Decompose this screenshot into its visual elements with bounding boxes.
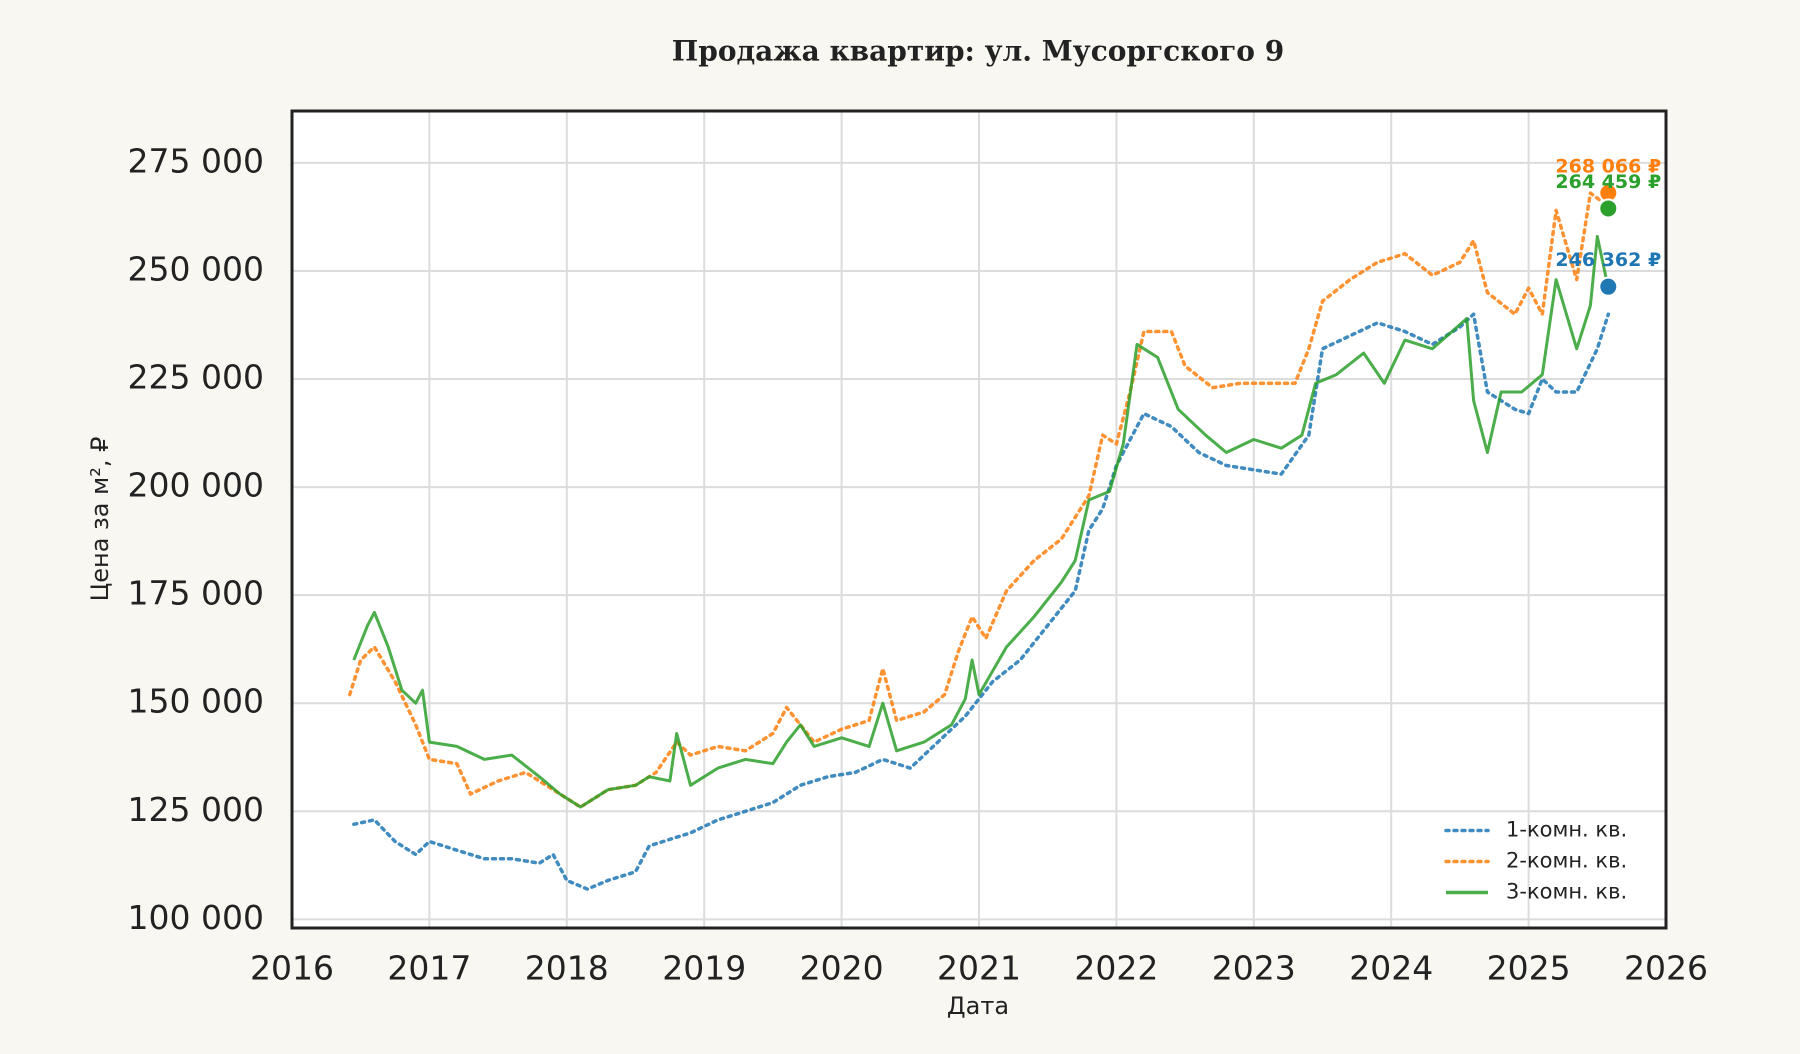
x-tick-label: 2019 xyxy=(662,949,746,988)
y-tick-label: 175 000 xyxy=(128,574,264,613)
legend-label: 2-комн. кв. xyxy=(1506,849,1627,873)
y-tick-label: 100 000 xyxy=(128,898,264,937)
series-line xyxy=(347,191,1611,809)
x-tick-label: 2023 xyxy=(1212,949,1296,988)
y-axis-label: Цена за м², ₽ xyxy=(86,437,114,602)
x-tick-label: 2021 xyxy=(937,949,1021,988)
x-tick-label: 2026 xyxy=(1624,949,1708,988)
y-tick-label: 150 000 xyxy=(128,682,264,721)
end-point xyxy=(1598,198,1619,219)
end-label: 268 066 ₽ xyxy=(1555,155,1661,177)
end-point xyxy=(1598,276,1619,297)
plot-frame xyxy=(290,109,1668,930)
x-tick-label: 2024 xyxy=(1349,949,1433,988)
legend-label: 3-комн. кв. xyxy=(1506,880,1627,904)
y-tick-label: 200 000 xyxy=(128,466,264,505)
x-tick-label: 2022 xyxy=(1074,949,1158,988)
x-tick-label: 2025 xyxy=(1487,949,1571,988)
y-tick-label: 250 000 xyxy=(128,249,264,288)
end-label: 264 459 ₽ xyxy=(1555,171,1661,193)
x-tick-label: 2018 xyxy=(525,949,609,988)
end-label: 246 362 ₽ xyxy=(1555,249,1661,271)
x-tick-label: 2020 xyxy=(800,949,884,988)
legend-label: 1-комн. кв. xyxy=(1506,818,1627,842)
series-line xyxy=(352,234,1610,809)
y-tick-label: 125 000 xyxy=(128,790,264,829)
chart-title: Продажа квартир: ул. Мусоргского 9 xyxy=(672,35,1284,68)
x-axis-label: Дата xyxy=(947,992,1009,1020)
y-tick-label: 275 000 xyxy=(128,141,264,180)
y-tick-label: 225 000 xyxy=(128,358,264,397)
x-tick-label: 2016 xyxy=(250,949,334,988)
x-tick-label: 2017 xyxy=(387,949,471,988)
